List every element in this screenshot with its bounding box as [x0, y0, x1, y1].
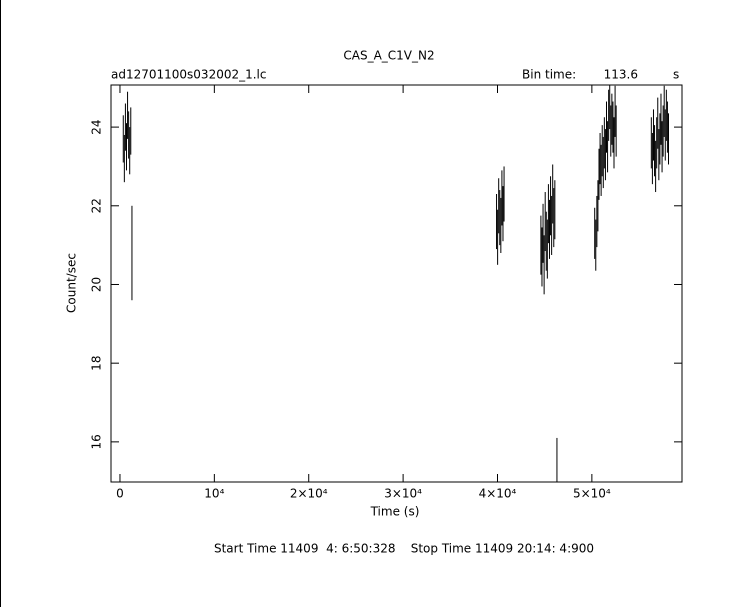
plot-frame — [110, 84, 683, 483]
x-axis-label: Time (s) — [370, 505, 420, 519]
x-tick-label: 5×10⁴ — [573, 487, 611, 501]
y-axis-label: Count/sec — [65, 253, 79, 313]
chart-title: CAS_A_C1V_N2 — [343, 49, 434, 63]
y-tick-label: 22 — [90, 198, 104, 213]
chart-subtitle: ad12701100s032002_1.lc — [111, 68, 267, 82]
x-tick-label: 4×10⁴ — [479, 487, 517, 501]
y-tick-label: 24 — [90, 119, 104, 134]
x-tick-label: 0 — [116, 487, 124, 501]
y-tick-label: 16 — [90, 434, 104, 449]
bin-time-unit: s — [673, 68, 679, 82]
bin-time-label: Bin time: — [522, 68, 576, 82]
bin-time: 113.6 — [604, 68, 638, 82]
plot-area — [122, 85, 669, 482]
x-tick-label: 2×10⁴ — [290, 487, 328, 501]
y-tick-label: 20 — [90, 277, 104, 292]
x-tick-label: 10⁴ — [204, 487, 224, 501]
footer: Start Time 11409 4: 6:50:328 Stop Time 1… — [214, 542, 594, 556]
x-tick-label: 3×10⁴ — [384, 487, 422, 501]
y-tick-label: 18 — [90, 356, 104, 371]
